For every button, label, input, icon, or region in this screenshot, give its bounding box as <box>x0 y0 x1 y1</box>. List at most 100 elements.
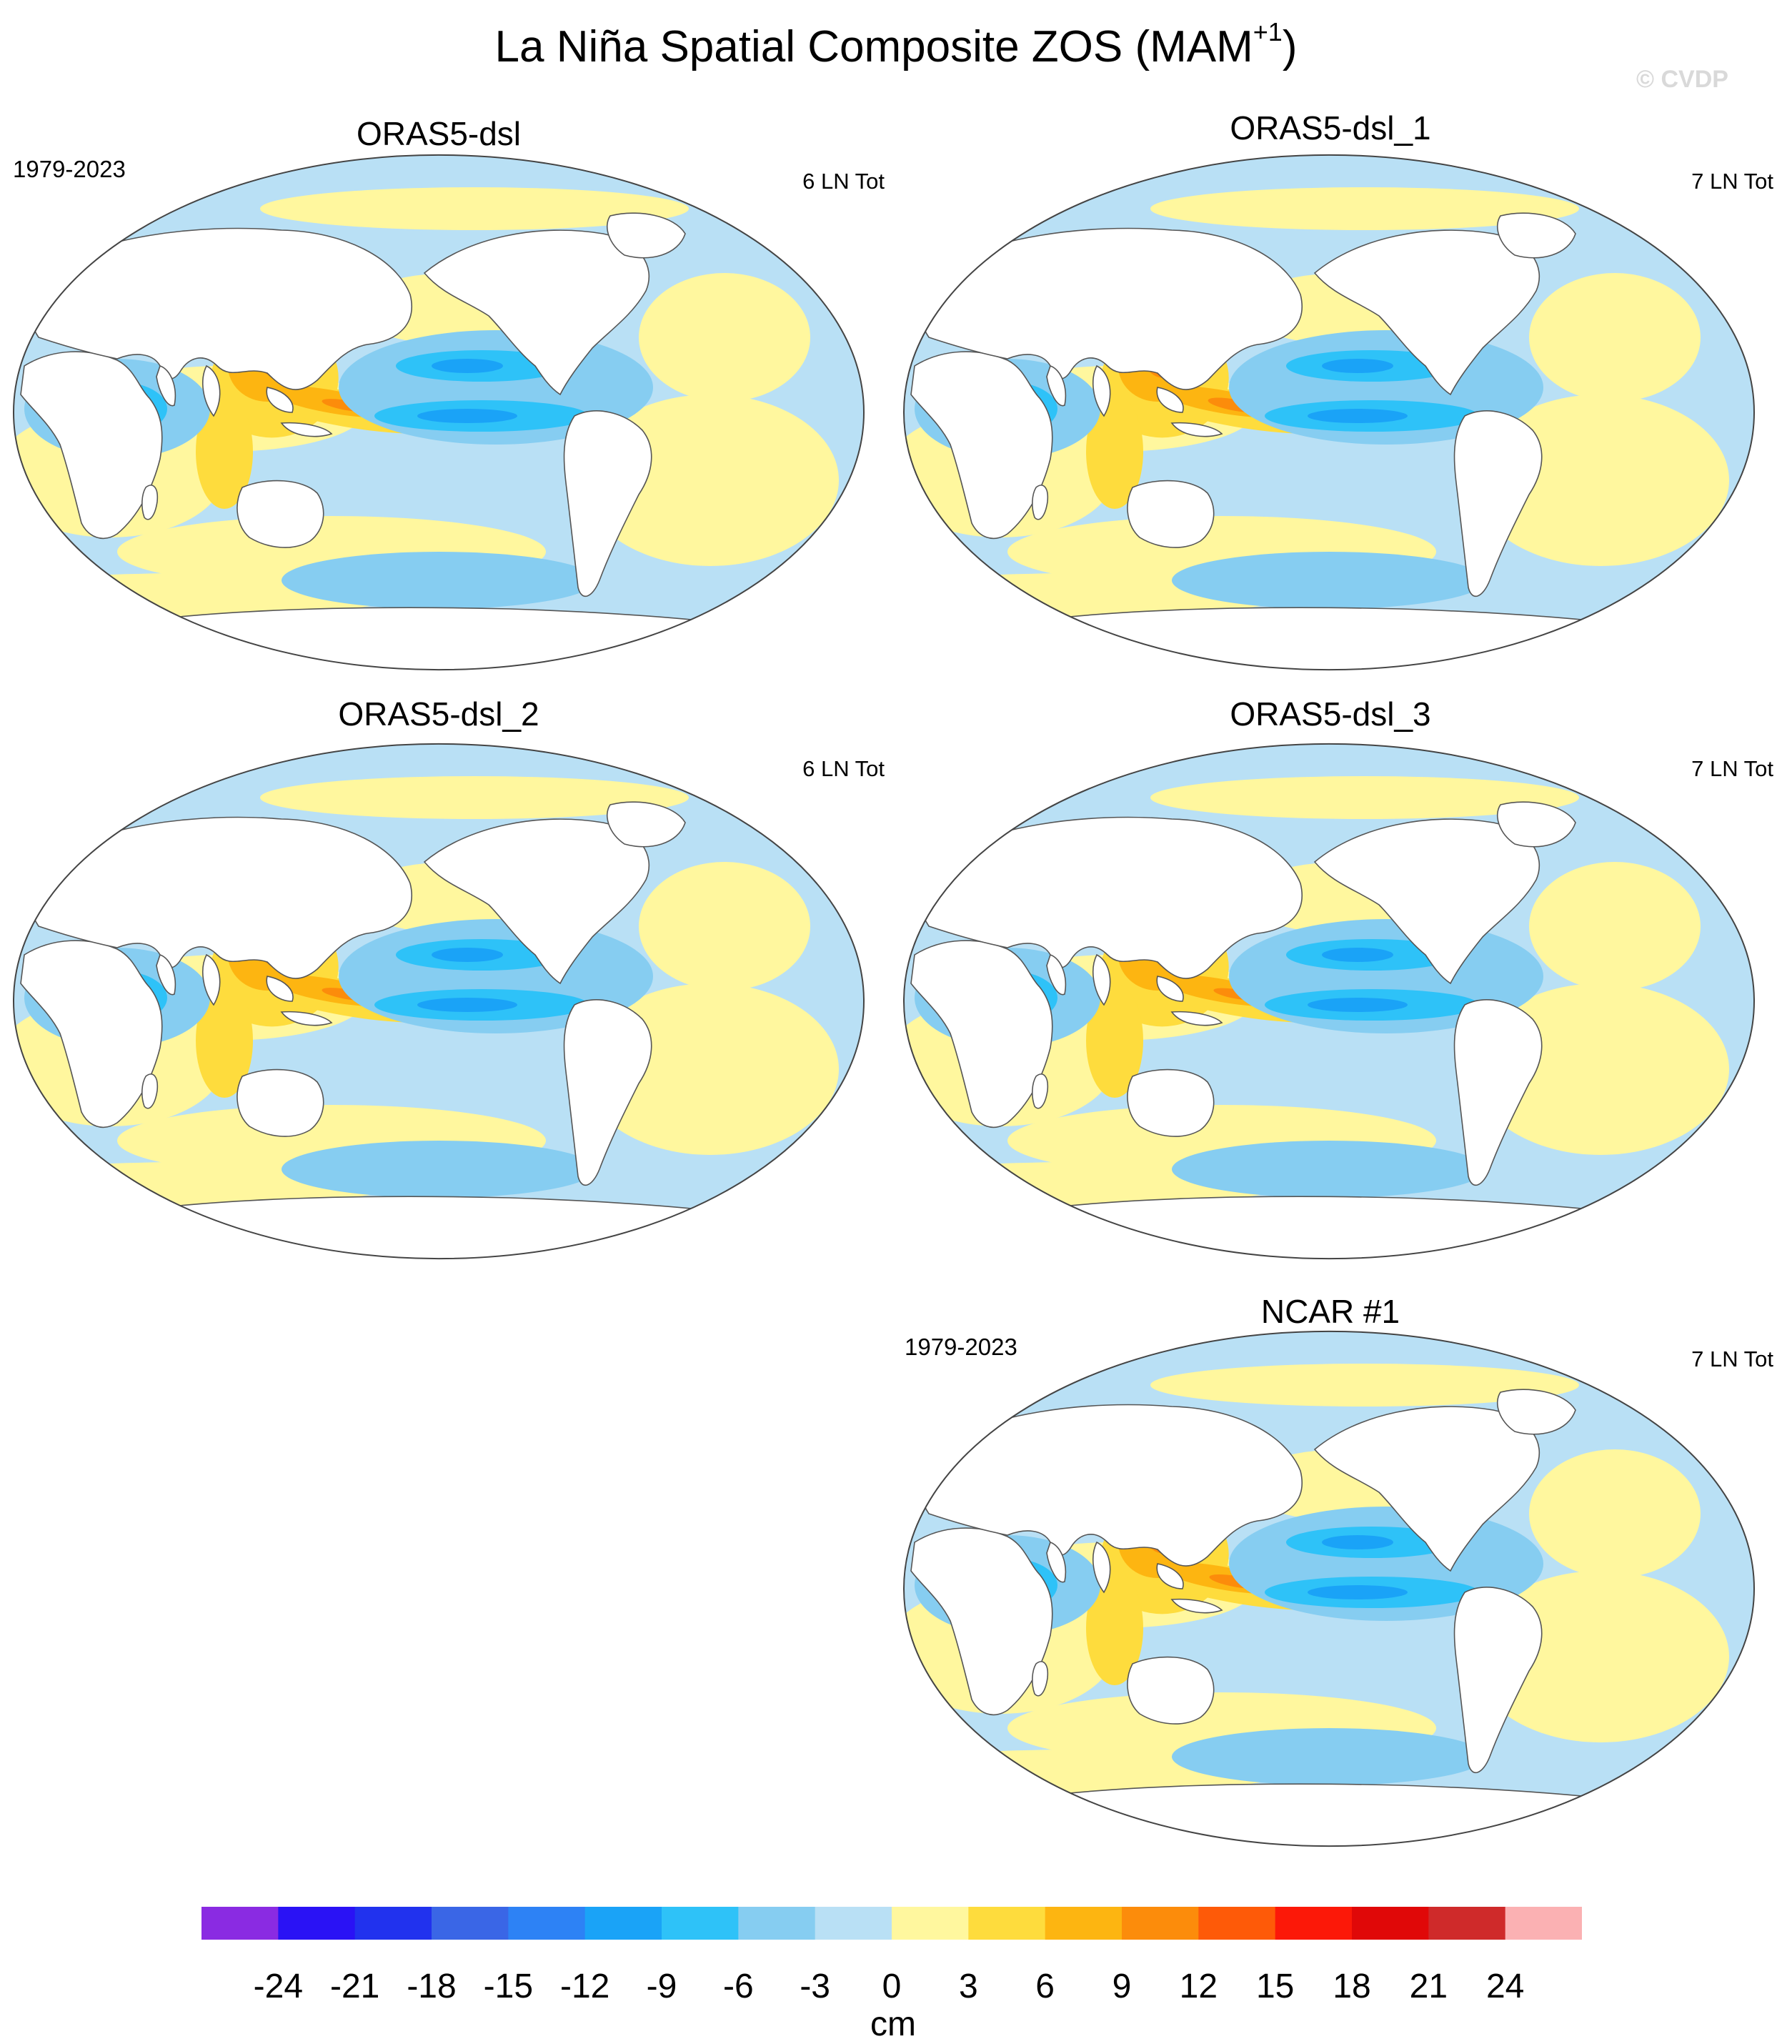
anomaly-patch-5 <box>639 862 810 991</box>
title-text: La Niña Spatial Composite ZOS (MAM <box>494 22 1253 71</box>
map-outline <box>902 154 1756 670</box>
map-outline <box>12 743 865 1259</box>
colorbar-swatch-2 <box>354 1907 432 1940</box>
land-mass-5 <box>1156 976 1184 1002</box>
colorbar-swatch-9 <box>892 1907 969 1940</box>
land-mass-6 <box>280 1011 333 1026</box>
main-title: La Niña Spatial Composite ZOS (MAM+1) <box>0 17 1792 72</box>
land-mass-5 <box>266 387 294 413</box>
land-mass-1 <box>141 485 159 520</box>
colorbar-tick-label: 24 <box>1485 1968 1525 2005</box>
land-mass-9 <box>1497 801 1576 848</box>
land-mass-2 <box>29 816 412 979</box>
land-mass-1 <box>1032 1661 1049 1697</box>
colorbar-tick-label: 21 <box>1409 1968 1448 2005</box>
colorbar-swatch-8 <box>815 1907 892 1940</box>
land-mass-2 <box>29 227 412 390</box>
colorbar-swatch-15 <box>1352 1907 1429 1940</box>
anomaly-patch-22 <box>1308 998 1408 1012</box>
land-mass-3 <box>156 953 176 996</box>
colorbar-tick-label: -18 <box>407 1968 457 2005</box>
colorbar-swatch-14 <box>1275 1907 1353 1940</box>
land-mass-4 <box>202 953 221 1006</box>
anomaly-patch-5 <box>1529 862 1701 991</box>
panel-title-oras5-dsl-2: ORAS5-dsl_2 <box>338 695 539 733</box>
anomaly-patch-22 <box>1308 1585 1408 1599</box>
colorbar-swatch-6 <box>662 1907 739 1940</box>
panel-period-oras5-dsl: 1979-2023 <box>13 156 126 182</box>
colorbar-tick-label: 6 <box>1035 1968 1055 2005</box>
panel-count-oras5-dsl-3: 7 LN Tot <box>1691 756 1773 781</box>
colorbar-swatch-7 <box>738 1907 816 1940</box>
anomaly-patch-21 <box>1322 359 1393 373</box>
land-mass-6 <box>1170 422 1223 437</box>
colorbar-swatch-10 <box>968 1907 1046 1940</box>
cvdp-watermark: © CVDP <box>1636 66 1728 93</box>
land-mass-6 <box>1170 1598 1223 1614</box>
panel-count-oras5-dsl-1: 7 LN Tot <box>1691 169 1773 194</box>
anomaly-patch-7 <box>1150 776 1579 819</box>
colorbar-tick-label: 18 <box>1333 1968 1371 2005</box>
panel-count-ncar-1: 7 LN Tot <box>1691 1346 1773 1371</box>
colorbar-swatch-5 <box>584 1907 662 1940</box>
land-mass-2 <box>919 1404 1303 1567</box>
panel-count-oras5-dsl: 6 LN Tot <box>802 169 885 194</box>
land-mass-4 <box>1092 953 1111 1006</box>
land-mass-7 <box>237 1068 324 1137</box>
colorbar-tick-label: 9 <box>1112 1968 1132 2005</box>
colorbar-swatch-11 <box>1045 1907 1123 1940</box>
colorbar-tick-label: -21 <box>329 1968 380 2005</box>
panel-title-oras5-dsl-3: ORAS5-dsl_3 <box>1230 695 1431 733</box>
title-end: ) <box>1282 22 1298 71</box>
anomaly-patch-10 <box>1086 395 1143 509</box>
anomaly-patch-7 <box>260 776 689 819</box>
anomaly-patch-22 <box>1308 409 1408 423</box>
colorbar-tick-label: -9 <box>646 1968 677 2005</box>
panel-period-ncar-1: 1979-2023 <box>905 1334 1017 1360</box>
land-mass-8 <box>423 229 650 396</box>
colorbar-tick-label: -12 <box>559 1968 610 2005</box>
anomaly-patch-17 <box>1172 1141 1486 1198</box>
land-mass-10 <box>563 999 652 1186</box>
land-mass-1 <box>1032 1073 1049 1109</box>
land-mass-8 <box>423 818 650 985</box>
anomaly-patch-17 <box>1172 1728 1486 1785</box>
anomaly-patch-17 <box>1172 552 1486 609</box>
map-outline <box>902 1331 1756 1847</box>
colorbar-tick-label: 15 <box>1255 1968 1295 2005</box>
map-panel-ncar-1 <box>902 1331 1756 1847</box>
land-mass-1 <box>1032 485 1049 520</box>
colorbar-swatch-13 <box>1198 1907 1276 1940</box>
anomaly-patch-5 <box>1529 1449 1701 1578</box>
colorbar-tick-label: 0 <box>882 1968 902 2005</box>
land-mass-4 <box>202 364 221 417</box>
land-mass-3 <box>1046 1541 1067 1583</box>
land-mass-3 <box>156 364 176 407</box>
colorbar-swatch-3 <box>432 1907 509 1940</box>
map-panel-oras5-dsl-2 <box>12 743 865 1259</box>
anomaly-patch-21 <box>432 359 503 373</box>
land-mass-8 <box>1313 1406 1540 1572</box>
land-mass-9 <box>607 212 686 259</box>
colorbar-tick-label: 3 <box>958 1968 978 2005</box>
colorbar-tick-label: -6 <box>722 1968 754 2005</box>
anomaly-patch-7 <box>1150 1364 1579 1407</box>
anomaly-patch-21 <box>432 948 503 962</box>
land-mass-4 <box>1092 364 1111 417</box>
land-mass-1 <box>141 1073 159 1109</box>
colorbar-swatch-1 <box>278 1907 356 1940</box>
anomaly-patch-21 <box>1322 1535 1393 1549</box>
anomaly-patch-5 <box>1529 273 1701 402</box>
colorbar-swatch-12 <box>1122 1907 1199 1940</box>
land-mass-3 <box>1046 953 1067 996</box>
land-mass-5 <box>1156 387 1184 413</box>
anomaly-patch-7 <box>260 187 689 230</box>
land-mass-10 <box>1453 410 1543 597</box>
colorbar-tick-label: 12 <box>1179 1968 1218 2005</box>
land-mass-7 <box>237 480 324 548</box>
colorbar-tick-label: -3 <box>800 1968 830 2005</box>
anomaly-patch-22 <box>417 998 517 1012</box>
land-mass-5 <box>266 976 294 1002</box>
map-panel-oras5-dsl <box>12 154 865 670</box>
anomaly-patch-17 <box>282 552 596 609</box>
